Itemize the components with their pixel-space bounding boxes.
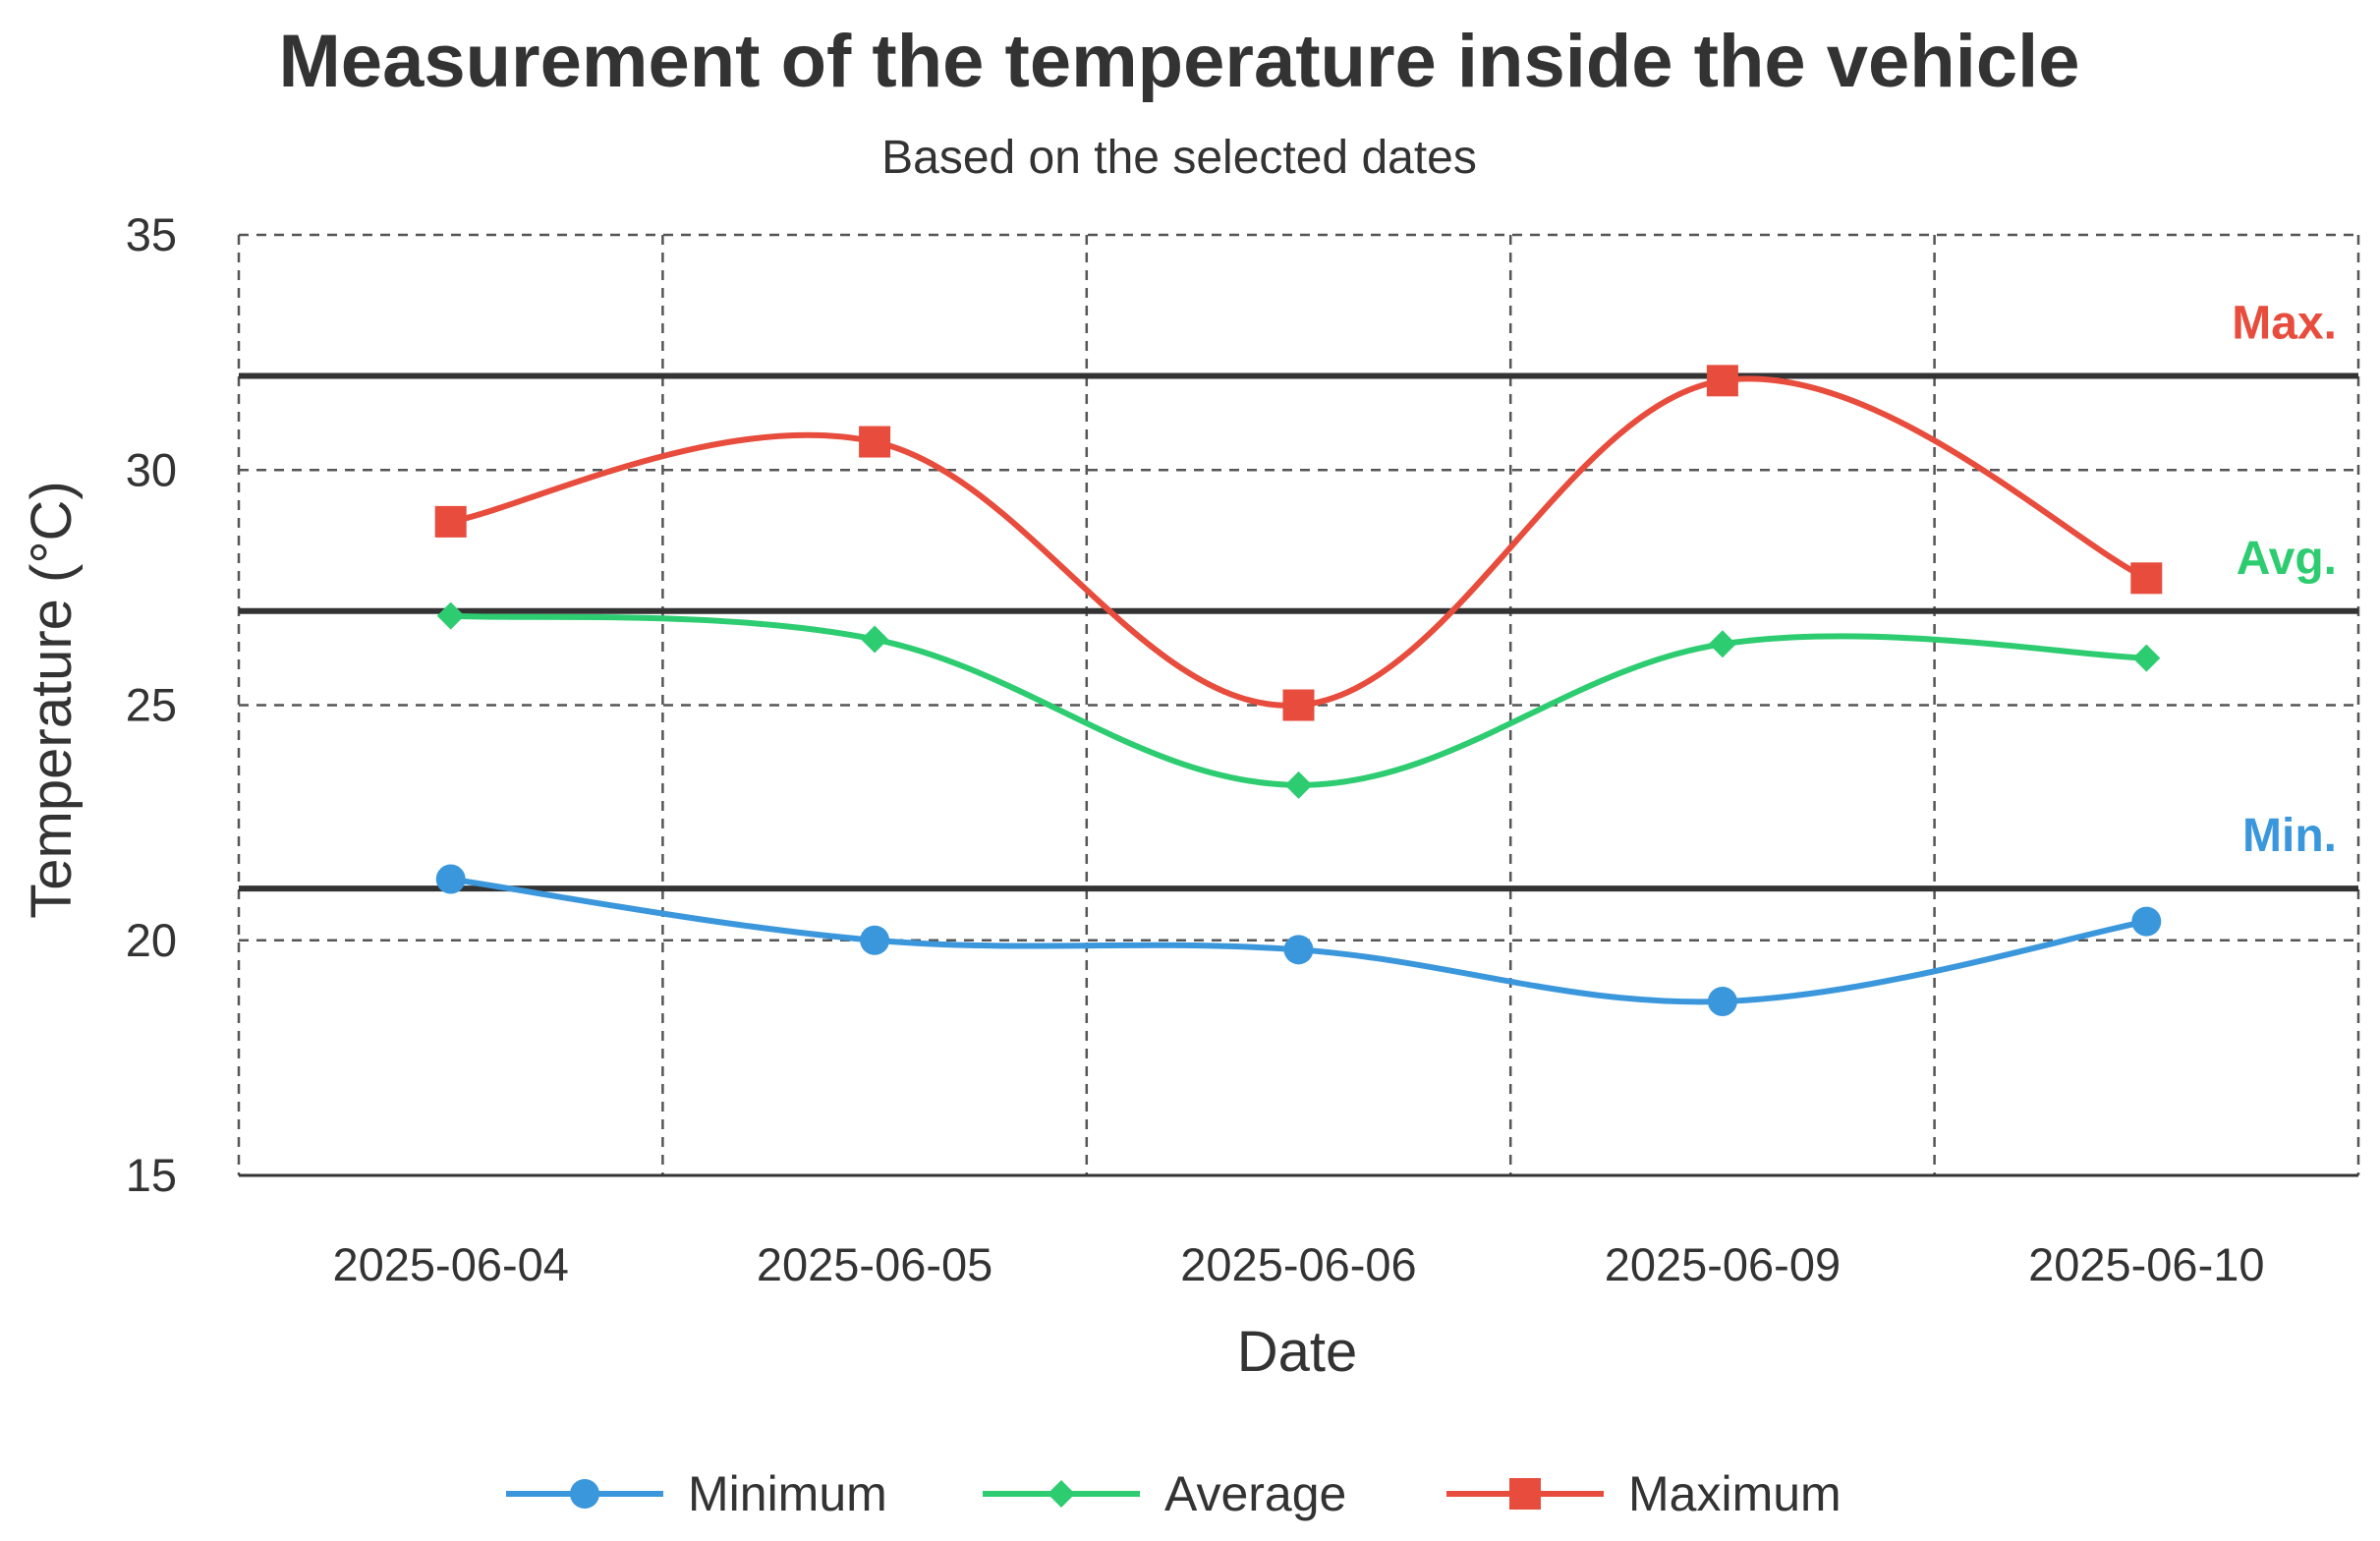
legend-marker-minimum: [570, 1479, 599, 1509]
x-tick-label: 2025-06-04: [332, 1238, 568, 1290]
series-lines: [434, 365, 2163, 1016]
reference-label-max: Max.: [2232, 298, 2337, 350]
x-tick-label: 2025-06-05: [757, 1238, 992, 1290]
average-point-4: [2132, 644, 2161, 672]
y-tick-label: 30: [126, 443, 177, 495]
reference-label-min: Min.: [2242, 810, 2337, 862]
minimum-point-0: [435, 864, 466, 894]
x-tick-label: 2025-06-09: [1605, 1238, 1841, 1290]
maximum-point-4: [2130, 562, 2163, 595]
reference-lines: Max. Avg. Min.: [239, 298, 2358, 892]
axes: 15 20 25 30 35 2025-06-04 2025-06-05 2025-06-06…: [126, 208, 2358, 1290]
legend: Minimum Average Maximum: [506, 1466, 1842, 1521]
minimum-point-3: [1707, 986, 1737, 1016]
y-axis-title: Temperature (°C): [20, 481, 84, 918]
grid: [237, 233, 2360, 1175]
average-point-0: [436, 601, 465, 630]
maximum-point-1: [859, 426, 891, 458]
y-tick-label: 20: [126, 914, 177, 966]
y-tick-label: 35: [126, 208, 177, 260]
chart-title: Measurement of the temperature inside th…: [279, 20, 2080, 103]
legend-label-average: Average: [1164, 1466, 1346, 1521]
chart-subtitle: Based on the selected dates: [881, 132, 1477, 184]
legend-marker-average: [1048, 1480, 1075, 1508]
legend-label-minimum: Minimum: [688, 1466, 887, 1521]
legend-marker-maximum: [1509, 1478, 1541, 1510]
series-line-maximum: [447, 375, 2150, 709]
legend-label-maximum: Maximum: [1628, 1466, 1842, 1521]
y-tick-label: 25: [126, 679, 177, 731]
x-axis-title: Date: [1237, 1320, 1358, 1384]
minimum-point-4: [2131, 906, 2162, 937]
x-tick-label: 2025-06-10: [2028, 1238, 2264, 1290]
maximum-point-0: [434, 505, 467, 538]
minimum-point-2: [1283, 935, 1314, 965]
x-tick-label: 2025-06-06: [1180, 1238, 1416, 1290]
maximum-point-2: [1282, 689, 1315, 721]
average-point-3: [1708, 630, 1736, 658]
average-point-1: [861, 625, 889, 654]
reference-label-avg: Avg.: [2237, 533, 2337, 585]
maximum-point-3: [1706, 365, 1738, 397]
y-tick-label: 15: [126, 1149, 177, 1201]
average-point-2: [1284, 770, 1313, 799]
minimum-point-1: [860, 925, 890, 955]
